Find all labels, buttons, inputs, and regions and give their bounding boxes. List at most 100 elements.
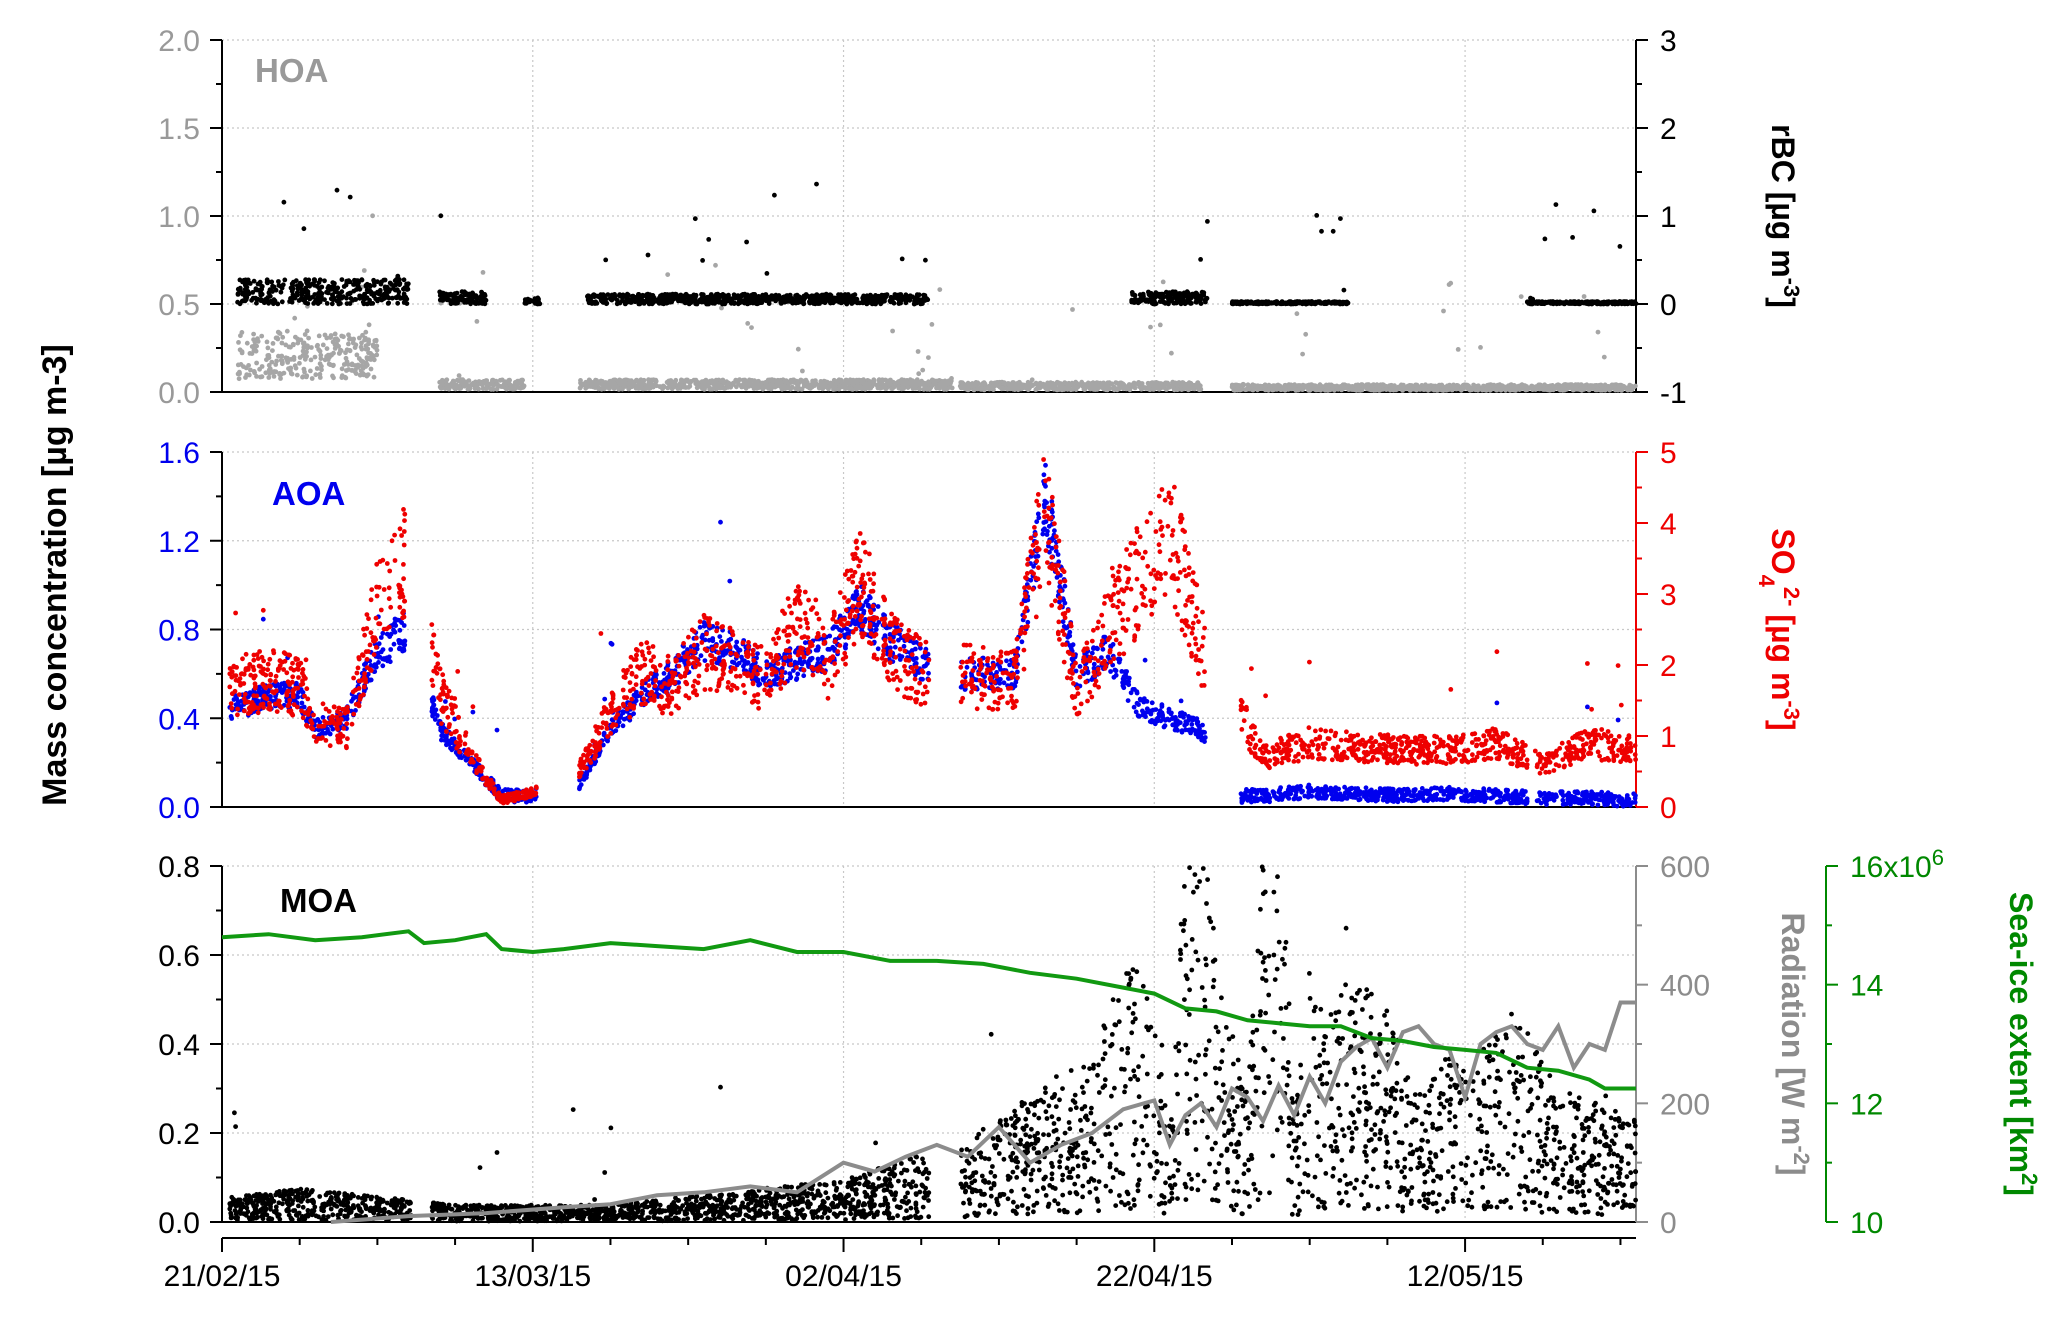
hoa-point [994, 382, 1000, 388]
hoa-point [1487, 387, 1493, 393]
right-tick-label: -1 [1660, 377, 1687, 410]
aoa-point [1133, 709, 1139, 715]
hoa-point [1463, 384, 1469, 390]
hoa-point [628, 378, 634, 383]
hoa-point [1147, 387, 1153, 392]
hoa-point [917, 386, 922, 392]
hoa-point [1052, 386, 1058, 392]
hoa-point [451, 379, 457, 384]
rbc-point [705, 299, 711, 305]
hoa-point [1369, 385, 1375, 390]
hoa-point [587, 378, 593, 383]
hoa-point [611, 377, 617, 383]
hoa-point [292, 363, 298, 369]
hoa-point [1407, 386, 1413, 391]
hoa-point [466, 378, 472, 383]
hoa-point [667, 384, 672, 389]
rbc-point [763, 296, 769, 302]
right-tick-label: 3 [1660, 25, 1677, 58]
rbc-point [458, 293, 464, 299]
hoa-point [1136, 380, 1142, 386]
rbc-point [396, 289, 402, 295]
hoa-point [940, 379, 945, 384]
rbc-point [873, 296, 879, 302]
hoa-point [1439, 382, 1445, 388]
rbc-point [265, 280, 270, 286]
hoa-point [619, 378, 624, 384]
rbc-point [293, 278, 299, 284]
hoa-point [468, 382, 474, 388]
hoa-point [1330, 384, 1336, 390]
rbc-point [1198, 301, 1204, 306]
rbc-point [463, 291, 469, 296]
hoa-point [343, 350, 348, 356]
rbc-point [724, 295, 729, 301]
hoa-point [1164, 387, 1169, 392]
hoa-point [317, 375, 323, 380]
rbc-point [364, 281, 370, 287]
hoa-point [621, 382, 627, 388]
hoa-point [343, 375, 349, 381]
hoa-point [1507, 387, 1513, 393]
hoa-point [946, 378, 952, 384]
hoa-point [341, 362, 347, 367]
right-tick-label: 0 [1660, 792, 1677, 825]
hoa-point [764, 382, 770, 388]
rbc-point [922, 298, 928, 303]
hoa-point [890, 386, 895, 391]
hoa-point [1015, 387, 1021, 393]
hoa-point [252, 339, 258, 345]
rbc-point [897, 295, 902, 300]
rbc-point [303, 300, 308, 306]
hoa-point [905, 385, 911, 390]
hoa-point [273, 335, 279, 341]
rbc-point [250, 290, 256, 295]
hoa-point [270, 348, 275, 353]
hoa-point [504, 379, 510, 385]
rbc-point [1552, 299, 1558, 305]
hoa-point [1533, 384, 1539, 390]
rbc-point [635, 294, 641, 299]
hoa-point [785, 384, 791, 390]
hoa-point [446, 382, 452, 388]
rbc-point [338, 301, 343, 306]
rbc-point [472, 294, 478, 300]
rbc-point [290, 283, 296, 288]
hoa-point [916, 371, 922, 377]
hoa-point [280, 334, 286, 340]
rbc-point [454, 299, 460, 305]
hoa-point [1042, 384, 1048, 389]
hoa-point [1350, 387, 1356, 392]
hoa-point [749, 325, 754, 330]
hoa-point [358, 358, 364, 364]
rbc-point [1251, 301, 1257, 306]
rbc-point [472, 300, 478, 306]
rbc-point [852, 296, 857, 302]
rbc-point [1191, 293, 1197, 298]
hoa-point [1029, 377, 1035, 383]
rbc-point [314, 284, 320, 289]
hoa-point [1522, 383, 1528, 388]
rbc-point [1609, 299, 1614, 305]
rbc-point [801, 301, 807, 307]
hoa-point [251, 369, 257, 374]
hoa-point [807, 385, 813, 391]
rbc-point [330, 280, 336, 285]
rbc-point [706, 237, 712, 242]
hoa-point [1291, 385, 1297, 391]
left-tick-label: 1.6 [158, 437, 200, 470]
hoa-point [1019, 382, 1025, 388]
hoa-point [512, 380, 518, 385]
hoa-point [363, 346, 369, 352]
rbc-point [1542, 236, 1548, 242]
rbc-point [1171, 289, 1177, 295]
hoa-point [773, 379, 778, 384]
hoa-point [924, 386, 930, 392]
hoa-point [347, 348, 353, 354]
rbc-point [522, 300, 528, 306]
hoa-point [264, 339, 270, 345]
hoa-point [1306, 382, 1312, 388]
hoa-point [799, 386, 804, 392]
